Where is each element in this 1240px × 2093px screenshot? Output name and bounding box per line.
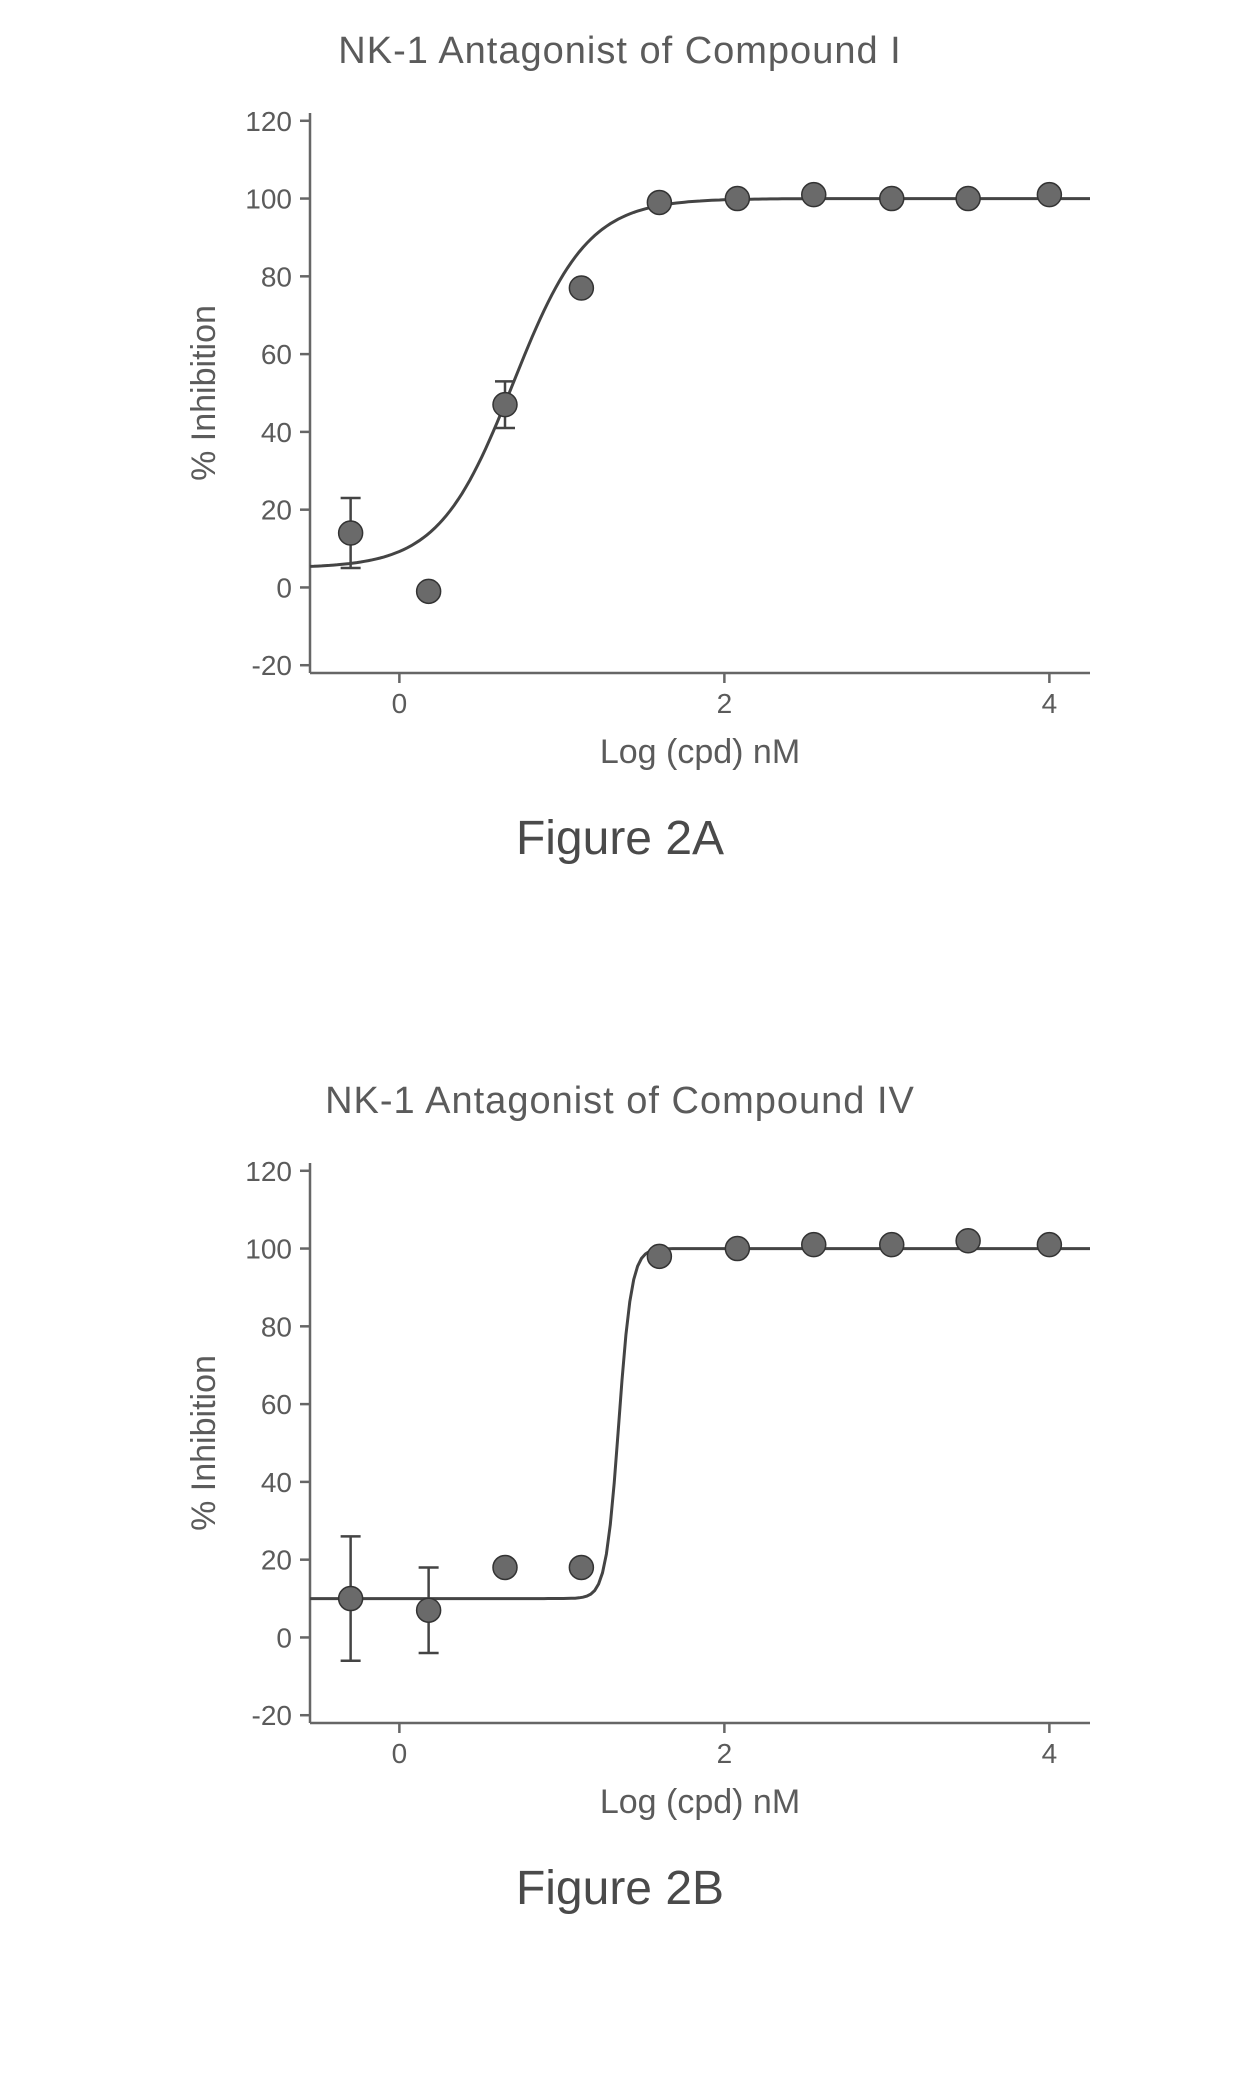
data-point	[339, 1587, 363, 1611]
data-point	[802, 183, 826, 207]
y-tick-label: 0	[276, 572, 292, 603]
x-axis-label: Log (cpd) nM	[600, 733, 800, 771]
data-point	[493, 1555, 517, 1579]
y-tick-label: 120	[245, 1156, 292, 1187]
x-tick-label: 4	[1042, 688, 1058, 719]
data-point	[339, 521, 363, 545]
y-tick-label: 80	[261, 261, 292, 292]
y-tick-label: 20	[261, 495, 292, 526]
data-point	[417, 1598, 441, 1622]
chart-b-title: NK-1 Antagonist of Compound IV	[170, 1080, 1070, 1123]
y-tick-label: 100	[245, 1234, 292, 1265]
x-axis-label: Log (cpd) nM	[600, 1783, 800, 1821]
data-point	[725, 187, 749, 211]
data-point	[569, 1555, 593, 1579]
y-tick-label: 100	[245, 184, 292, 215]
y-axis-label: % Inhibition	[185, 305, 223, 481]
y-tick-label: 40	[261, 1467, 292, 1498]
y-tick-label: 20	[261, 1545, 292, 1576]
chart-a-block: NK-1 Antagonist of Compound I -200204060…	[170, 30, 1070, 866]
y-tick-label: 60	[261, 339, 292, 370]
x-tick-label: 4	[1042, 1738, 1058, 1769]
y-tick-label: 60	[261, 1389, 292, 1420]
chart-b-figure-label: Figure 2B	[170, 1861, 1070, 1916]
data-point	[880, 1233, 904, 1257]
chart-a-title: NK-1 Antagonist of Compound I	[170, 30, 1070, 73]
chart-b-block: NK-1 Antagonist of Compound IV -20020406…	[170, 1080, 1070, 1916]
chart-a-figure-label: Figure 2A	[170, 811, 1070, 866]
x-tick-label: 2	[717, 1738, 733, 1769]
data-point	[880, 187, 904, 211]
data-point	[802, 1233, 826, 1257]
chart-a-plot: -20 0 20 40 60 80 100 120 0 2 4 % Inhibition Log (cp…	[170, 83, 1150, 803]
data-point	[956, 187, 980, 211]
y-tick-label: -20	[252, 1700, 292, 1731]
y-tick-label: 80	[261, 1311, 292, 1342]
y-tick-label: 0	[276, 1622, 292, 1653]
chart-b-plot: -20 0 20 40 60 80 100 120 0 2 4 % Inhibition Log (cp…	[170, 1133, 1150, 1853]
y-tick-label: -20	[252, 650, 292, 681]
data-point	[647, 190, 671, 214]
data-point	[493, 393, 517, 417]
data-point	[956, 1229, 980, 1253]
fit-curve	[310, 199, 1090, 567]
data-point	[1037, 1233, 1061, 1257]
x-tick-label: 2	[717, 688, 733, 719]
y-tick-label: 40	[261, 417, 292, 448]
y-tick-label: 120	[245, 106, 292, 137]
x-tick-label: 0	[392, 1738, 408, 1769]
y-axis-label: % Inhibition	[185, 1355, 223, 1531]
data-point	[725, 1237, 749, 1261]
data-point	[647, 1244, 671, 1268]
data-point	[1037, 183, 1061, 207]
data-point	[569, 276, 593, 300]
fit-curve	[310, 1249, 1090, 1599]
x-tick-label: 0	[392, 688, 408, 719]
data-point	[417, 579, 441, 603]
